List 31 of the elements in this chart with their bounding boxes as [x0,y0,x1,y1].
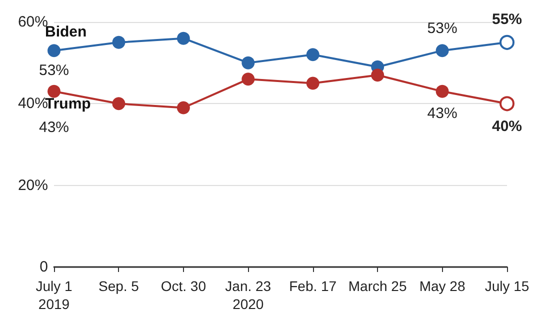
x-tick-label: July 15 [484,278,530,294]
x-tick-label: March 25 [348,278,407,294]
y-tick-label: 20% [18,176,48,194]
data-label: 53% [38,62,70,80]
data-label: 55% [492,10,522,28]
x-tick-label: Feb. 17 [289,278,337,294]
data-label: 40% [492,118,522,136]
point [500,96,514,112]
point [48,44,60,58]
point [306,48,320,62]
x-tick-label: May 28 [419,278,466,294]
point [112,97,126,110]
point [436,44,449,58]
point [242,56,255,70]
point [242,72,255,86]
data-label: 43% [38,118,70,136]
point [371,68,384,82]
point [48,84,60,98]
point [112,36,126,49]
data-label: 43% [427,104,458,122]
data-label: 53% [427,20,458,38]
point [176,32,190,45]
point [500,34,514,50]
y-tick-label: 0 [40,258,48,276]
point [436,84,449,98]
x-tick-label: Oct. 30 [160,278,206,294]
point [306,76,320,90]
x-tick-label: Jan. 23 2020 [225,278,272,312]
x-tick-label: Sep. 5 [98,278,140,294]
x-tick-label: July 1 2019 [36,278,72,312]
point [176,101,190,114]
